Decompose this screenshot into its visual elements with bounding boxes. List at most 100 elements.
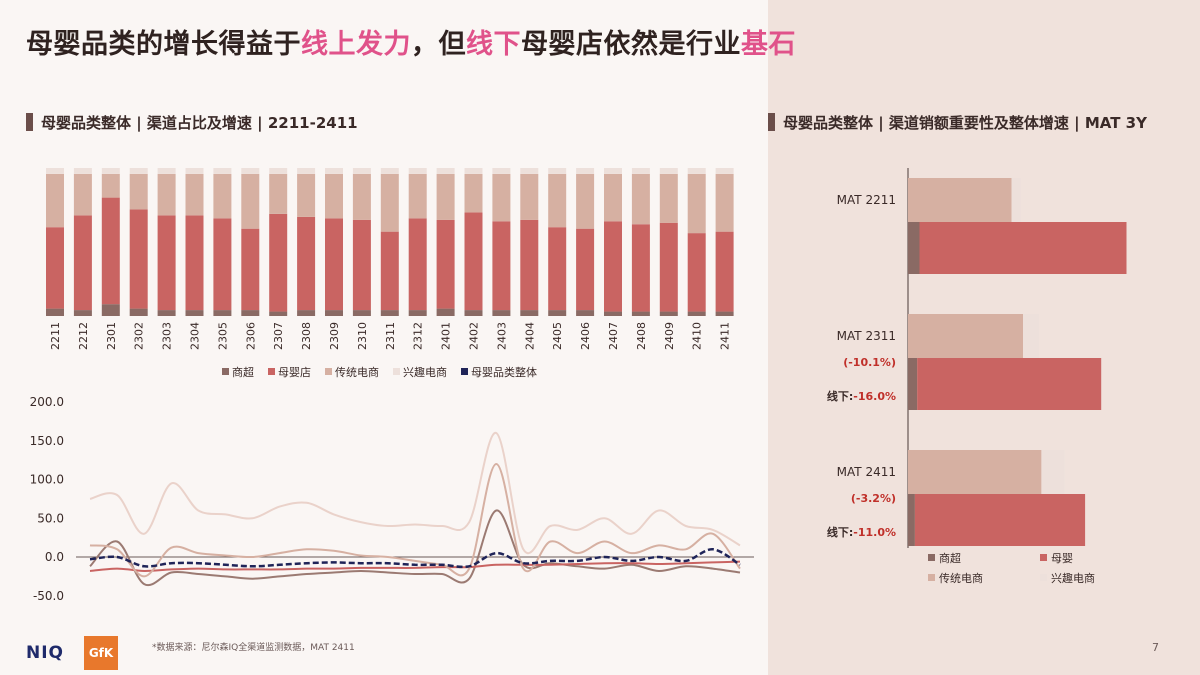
title-part-5: 基石 xyxy=(741,29,796,60)
x-tick-2303: 2303 xyxy=(161,322,174,350)
title-part-1: 线上发力 xyxy=(301,29,411,60)
bar-2312-series-0 xyxy=(408,310,427,316)
bar-2402-series-0 xyxy=(464,310,483,316)
x-tick-2403: 2403 xyxy=(495,322,508,350)
bar-2211-series-2 xyxy=(46,173,64,228)
bar-2305-series-2 xyxy=(213,173,232,219)
x-tick-2309: 2309 xyxy=(328,322,341,350)
title-part-3: 线下 xyxy=(466,29,521,60)
bar-2404-series-1 xyxy=(520,219,539,311)
bar-2307-series-0 xyxy=(269,311,288,316)
bar-2307-series-3 xyxy=(269,168,288,174)
bar-2303-series-0 xyxy=(157,310,176,316)
bar-2405-series-0 xyxy=(548,310,567,316)
x-tick-2402: 2402 xyxy=(468,322,481,350)
y-tick-4: 0.0 xyxy=(45,550,64,564)
bar-2302-series-0 xyxy=(129,308,148,316)
bar-2401-series-3 xyxy=(436,168,455,174)
bar-2312-series-3 xyxy=(408,168,427,174)
offline-growth-1: 线下:-16.0% xyxy=(827,389,896,403)
hbar-MAT 2211-传统电商 xyxy=(908,178,1012,222)
page-title: 母婴品类的增长得益于线上发力，但线下母婴店依然是行业基石 xyxy=(26,22,796,61)
bar-2310-series-2 xyxy=(352,173,371,220)
bar-2212-series-2 xyxy=(73,173,92,216)
bar-2311-series-3 xyxy=(380,168,399,174)
x-tick-2307: 2307 xyxy=(272,322,285,350)
offline-growth-value-1: -16.0% xyxy=(853,390,896,403)
left-section-title: 母婴品类整体 | 渠道占比及增速 | 2211-2411 xyxy=(26,112,358,133)
y-tick-3: 50.0 xyxy=(37,511,64,525)
hbar-MAT 2411-传统电商 xyxy=(908,450,1042,494)
bar-2410-series-2 xyxy=(687,173,706,234)
bar-2309-series-0 xyxy=(325,310,343,316)
line-series-4 xyxy=(89,548,741,569)
bar-2401-series-1 xyxy=(436,219,455,309)
bar-2301-series-3 xyxy=(101,168,120,174)
offline-label-1: 线下: xyxy=(827,389,853,403)
bar-2408-series-0 xyxy=(631,311,650,316)
title-part-4: 母婴店依然是行业 xyxy=(521,29,741,60)
bar-2309-series-2 xyxy=(325,173,343,219)
legend3-swatch-1 xyxy=(1040,554,1047,561)
bar-2407-series-2 xyxy=(604,173,622,222)
y-tick-5: -50.0 xyxy=(33,589,64,603)
bar-2308-series-0 xyxy=(297,310,316,316)
x-tick-2305: 2305 xyxy=(216,322,229,350)
title-part-0: 母婴品类的增长得益于 xyxy=(26,29,301,60)
bar-2307-series-2 xyxy=(269,173,288,214)
hbar-MAT 2411-兴趣电商 xyxy=(1041,450,1065,494)
bar-2211-series-0 xyxy=(46,308,64,316)
bar-2304-series-1 xyxy=(185,215,204,311)
hbar-MAT 2211-母婴 xyxy=(919,222,1127,274)
bar-2410-series-0 xyxy=(687,311,706,316)
bar-2403-series-0 xyxy=(492,310,511,316)
x-tick-2410: 2410 xyxy=(691,322,704,350)
bar-2409-series-0 xyxy=(659,311,678,316)
legend-label-0: 商超 xyxy=(232,365,254,379)
legend-swatch-0 xyxy=(222,368,229,375)
bar-2309-series-3 xyxy=(325,168,343,174)
bar-2302-series-1 xyxy=(129,209,148,309)
bar-2303-series-2 xyxy=(157,173,176,216)
legend3-label-1: 母婴 xyxy=(1051,552,1073,565)
hbar-MAT 2311-传统电商 xyxy=(908,314,1023,358)
bar-2404-series-2 xyxy=(520,173,539,220)
legend-label-4: 母婴品类整体 xyxy=(471,365,537,379)
hbar-MAT 2311-商超 xyxy=(908,358,918,410)
line-series-1 xyxy=(89,560,741,573)
bar-2411-series-2 xyxy=(715,173,734,232)
footnote: *数据来源：尼尔森IQ全渠道监测数据，MAT 2411 xyxy=(152,643,355,653)
bar-2403-series-1 xyxy=(492,221,511,311)
bar-2304-series-0 xyxy=(185,310,204,316)
x-tick-2212: 2212 xyxy=(77,322,90,350)
bar-2304-series-3 xyxy=(185,168,204,174)
legend-swatch-1 xyxy=(268,368,275,375)
bar-2308-series-1 xyxy=(297,216,316,311)
gfk-logo: GfK xyxy=(84,636,118,670)
bar-2406-series-0 xyxy=(576,310,595,316)
overall-growth-2: (-3.2%) xyxy=(851,492,896,505)
offline-label-2: 线下: xyxy=(827,525,853,539)
x-tick-2406: 2406 xyxy=(579,322,592,350)
bar-2409-series-1 xyxy=(659,222,678,312)
bar-2403-series-2 xyxy=(492,173,511,222)
bar-2303-series-3 xyxy=(157,168,176,174)
hbar-MAT 2411-母婴 xyxy=(914,494,1086,546)
offline-growth-2: 线下:-11.0% xyxy=(827,525,896,539)
bar-2411-series-0 xyxy=(715,311,734,316)
bar-2302-series-2 xyxy=(129,173,148,210)
line-series-2 xyxy=(89,462,741,578)
legend3-swatch-3 xyxy=(1040,574,1047,581)
bar-2211-series-1 xyxy=(46,227,64,309)
group-label-0: MAT 2211 xyxy=(837,193,896,207)
bar-2212-series-0 xyxy=(73,310,92,316)
bar-2402-series-2 xyxy=(464,173,483,213)
bar-2301-series-1 xyxy=(101,197,120,305)
bar-2311-series-2 xyxy=(380,173,399,232)
y-tick-2: 100.0 xyxy=(30,473,64,487)
x-tick-2211: 2211 xyxy=(49,322,62,350)
x-tick-2310: 2310 xyxy=(356,322,369,350)
bar-2306-series-0 xyxy=(241,310,260,316)
overall-growth-1: (-10.1%) xyxy=(843,356,896,369)
